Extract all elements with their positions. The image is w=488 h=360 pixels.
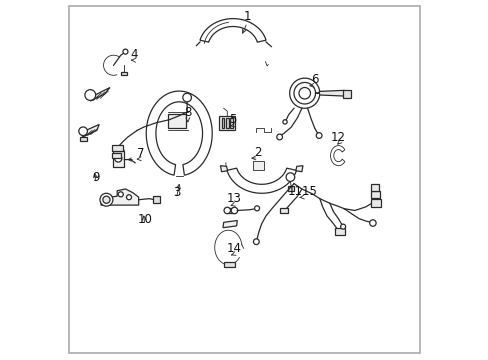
Bar: [287, 186, 293, 191]
Text: 5: 5: [229, 113, 236, 126]
Bar: [168, 114, 185, 128]
Bar: [370, 184, 378, 191]
Text: 3: 3: [172, 186, 180, 199]
Circle shape: [126, 195, 131, 200]
Text: 9: 9: [92, 171, 99, 184]
Polygon shape: [223, 221, 237, 228]
Bar: [370, 192, 379, 198]
Circle shape: [316, 133, 321, 138]
Text: 1115: 1115: [287, 185, 317, 198]
Circle shape: [254, 206, 259, 211]
Text: 7: 7: [137, 147, 144, 159]
Polygon shape: [112, 151, 124, 167]
Circle shape: [85, 90, 96, 100]
Bar: [112, 153, 121, 158]
Text: 2: 2: [254, 145, 262, 158]
Text: 12: 12: [330, 131, 345, 144]
Circle shape: [122, 49, 128, 54]
Polygon shape: [319, 90, 344, 96]
Circle shape: [231, 207, 237, 214]
Circle shape: [298, 87, 310, 99]
Bar: [230, 118, 233, 129]
Text: 8: 8: [184, 106, 191, 119]
Bar: [223, 262, 235, 267]
Polygon shape: [101, 189, 139, 205]
Polygon shape: [330, 145, 344, 166]
Polygon shape: [90, 87, 110, 101]
Circle shape: [276, 134, 282, 140]
Bar: [280, 208, 287, 213]
Bar: [334, 228, 344, 234]
Bar: [225, 118, 228, 129]
Circle shape: [285, 173, 294, 181]
Bar: [121, 72, 127, 75]
Polygon shape: [82, 125, 99, 137]
Circle shape: [102, 196, 110, 203]
Polygon shape: [289, 78, 319, 108]
Circle shape: [79, 127, 87, 135]
Circle shape: [253, 239, 259, 244]
Text: 6: 6: [310, 73, 318, 86]
Circle shape: [282, 120, 286, 124]
Text: 14: 14: [226, 242, 242, 255]
Polygon shape: [200, 19, 265, 42]
Bar: [219, 116, 235, 130]
Bar: [343, 90, 350, 98]
Bar: [112, 145, 123, 151]
Circle shape: [340, 224, 345, 229]
Bar: [221, 118, 224, 129]
Text: 4: 4: [130, 48, 138, 61]
Circle shape: [224, 207, 230, 214]
Polygon shape: [146, 91, 212, 175]
Polygon shape: [226, 168, 296, 193]
Text: 10: 10: [137, 213, 152, 226]
Polygon shape: [220, 166, 227, 172]
Circle shape: [118, 192, 123, 197]
Bar: [252, 161, 264, 170]
Circle shape: [115, 155, 122, 162]
Bar: [227, 208, 233, 213]
Text: 13: 13: [226, 192, 242, 205]
Circle shape: [183, 93, 191, 102]
Polygon shape: [295, 166, 303, 172]
Bar: [152, 197, 160, 203]
Circle shape: [369, 220, 375, 226]
Circle shape: [100, 193, 113, 206]
Bar: [80, 137, 87, 141]
Bar: [370, 199, 380, 207]
Text: 1: 1: [243, 10, 251, 23]
